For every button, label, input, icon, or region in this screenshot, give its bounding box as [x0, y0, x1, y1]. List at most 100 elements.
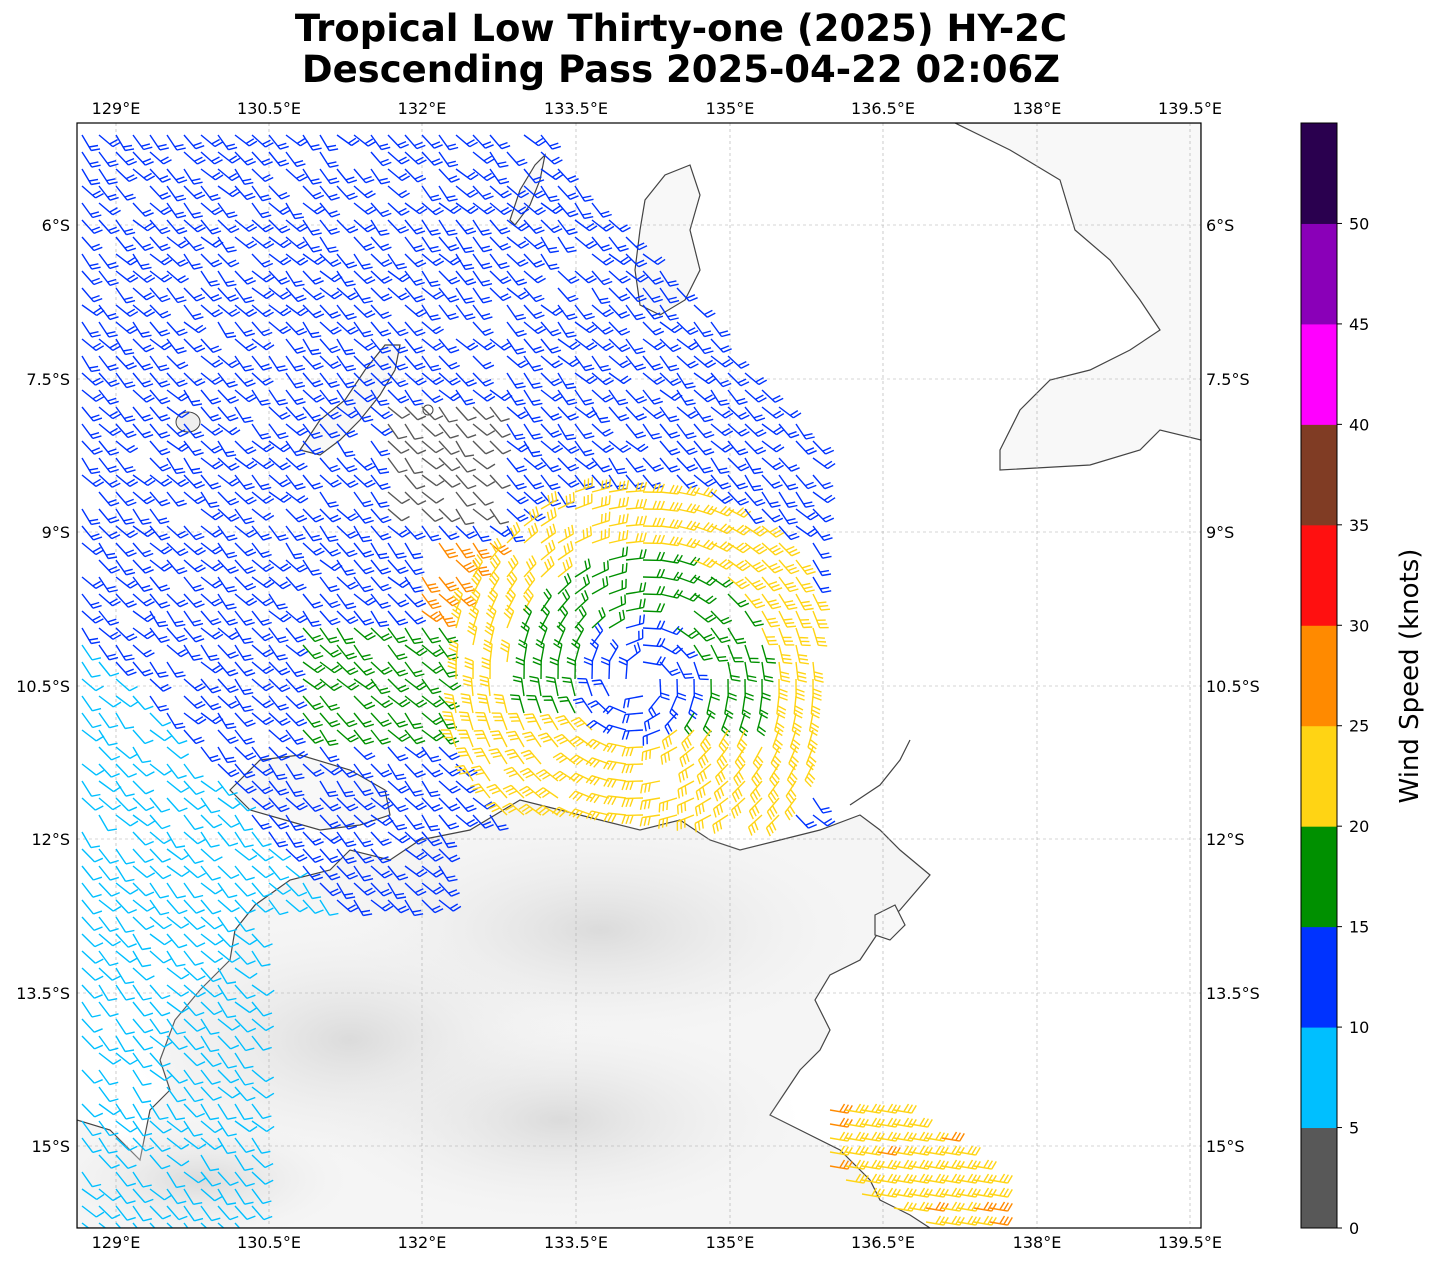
- wind-barb: [302, 338, 322, 356]
- wind-barb: [217, 270, 237, 287]
- wind-barb: [761, 610, 780, 628]
- wind-barb: [234, 1103, 254, 1121]
- wind-barb: [370, 542, 390, 560]
- wind-barb: [761, 644, 776, 664]
- wind-barb: [622, 712, 644, 724]
- wind-barb: [370, 763, 393, 778]
- wind-barb: [200, 831, 220, 848]
- wind-barb: [700, 729, 712, 753]
- wind-barb: [81, 389, 105, 402]
- wind-barb: [727, 423, 750, 437]
- wind-barb: [336, 865, 358, 880]
- wind-barb: [404, 338, 426, 354]
- wind-barb: [455, 814, 479, 828]
- wind-barb: [608, 372, 632, 385]
- wind-barb: [217, 576, 237, 593]
- wind-barb: [149, 1205, 172, 1220]
- wind-barb: [523, 571, 536, 595]
- wind-barb: [285, 440, 306, 457]
- wind-barb: [251, 236, 275, 249]
- wind-barb: [200, 287, 222, 302]
- wind-barb: [217, 355, 240, 369]
- wind-barb: [166, 729, 188, 745]
- wind-barb: [149, 168, 171, 183]
- wind-barb: [438, 508, 461, 523]
- wind-barb: [149, 287, 171, 303]
- wind-barb: [387, 814, 408, 831]
- wind-barb: [693, 389, 716, 403]
- wind-barb: [166, 1188, 187, 1205]
- wind-barb: [812, 610, 829, 629]
- wind-barb: [557, 605, 569, 629]
- wind-barb: [251, 695, 274, 709]
- wind-barb: [98, 712, 119, 729]
- wind-barb: [132, 1001, 154, 1017]
- wind-barb: [710, 523, 735, 535]
- wind-barb: [664, 712, 678, 735]
- lat-label: 10.5°S: [16, 677, 70, 696]
- wind-barb: [336, 678, 360, 691]
- wind-barb: [421, 899, 444, 914]
- wind-barb: [234, 1188, 254, 1205]
- wind-barb: [455, 508, 475, 526]
- wind-barb: [370, 168, 391, 185]
- wind-barb: [217, 797, 241, 810]
- wind-barb: [149, 593, 171, 609]
- wind-barb: [557, 304, 578, 321]
- wind-barb: [115, 865, 135, 882]
- wind-barb: [251, 423, 272, 440]
- wind-barb: [925, 1131, 949, 1142]
- wind-barb: [302, 525, 323, 542]
- wind-barb: [353, 525, 373, 543]
- wind-barb: [587, 700, 610, 714]
- wind-barb: [234, 457, 258, 470]
- wind-barb: [642, 585, 666, 596]
- wind-barb: [710, 576, 734, 588]
- wind-barb: [115, 457, 136, 474]
- wind-barb: [268, 406, 291, 420]
- wind-barb: [251, 1018, 275, 1032]
- wind-barb: [957, 1145, 981, 1156]
- wind-barb: [200, 491, 220, 508]
- wind-barb: [540, 338, 562, 354]
- wind-barb: [591, 528, 610, 544]
- wind-barb: [540, 423, 562, 438]
- wind-barb: [488, 748, 508, 765]
- wind-barb: [506, 423, 526, 441]
- wind-barb: [569, 735, 593, 748]
- colorbar-segment: [1301, 1027, 1337, 1129]
- wind-barb: [659, 457, 681, 473]
- wind-barb: [268, 270, 290, 285]
- wind-barb: [523, 202, 546, 216]
- wind-barb: [81, 168, 101, 186]
- wind-barb: [149, 304, 172, 319]
- wind-barb: [574, 355, 595, 372]
- wind-barb: [472, 474, 496, 487]
- wind-barb: [132, 151, 154, 166]
- wind-barb: [166, 984, 190, 997]
- wind-barb: [353, 882, 376, 896]
- wind-barb: [810, 695, 821, 719]
- wind-barb: [268, 712, 291, 726]
- wind-barb: [81, 440, 103, 455]
- wind-barb: [659, 589, 684, 599]
- wind-barb: [485, 604, 497, 629]
- wind-barb: [795, 644, 809, 665]
- wind-barb: [336, 270, 356, 287]
- title-line-2: Descending Pass 2025-04-22 02:06Z: [301, 48, 1061, 91]
- wind-barb: [574, 219, 598, 232]
- wind-barb: [200, 1222, 208, 1228]
- wind-barb: [115, 1052, 139, 1065]
- wind-barb: [302, 865, 324, 881]
- wind-barb: [336, 287, 359, 301]
- wind-barb: [285, 270, 305, 287]
- wind-barb: [166, 1137, 190, 1150]
- wind-barb: [200, 780, 224, 792]
- wind-barb: [285, 899, 308, 913]
- wind-barb: [251, 576, 275, 589]
- wind-barb: [353, 865, 374, 882]
- wind-barb: [353, 219, 376, 233]
- wind-barb: [234, 797, 257, 812]
- wind-barb: [455, 797, 477, 813]
- wind-barb: [608, 609, 626, 629]
